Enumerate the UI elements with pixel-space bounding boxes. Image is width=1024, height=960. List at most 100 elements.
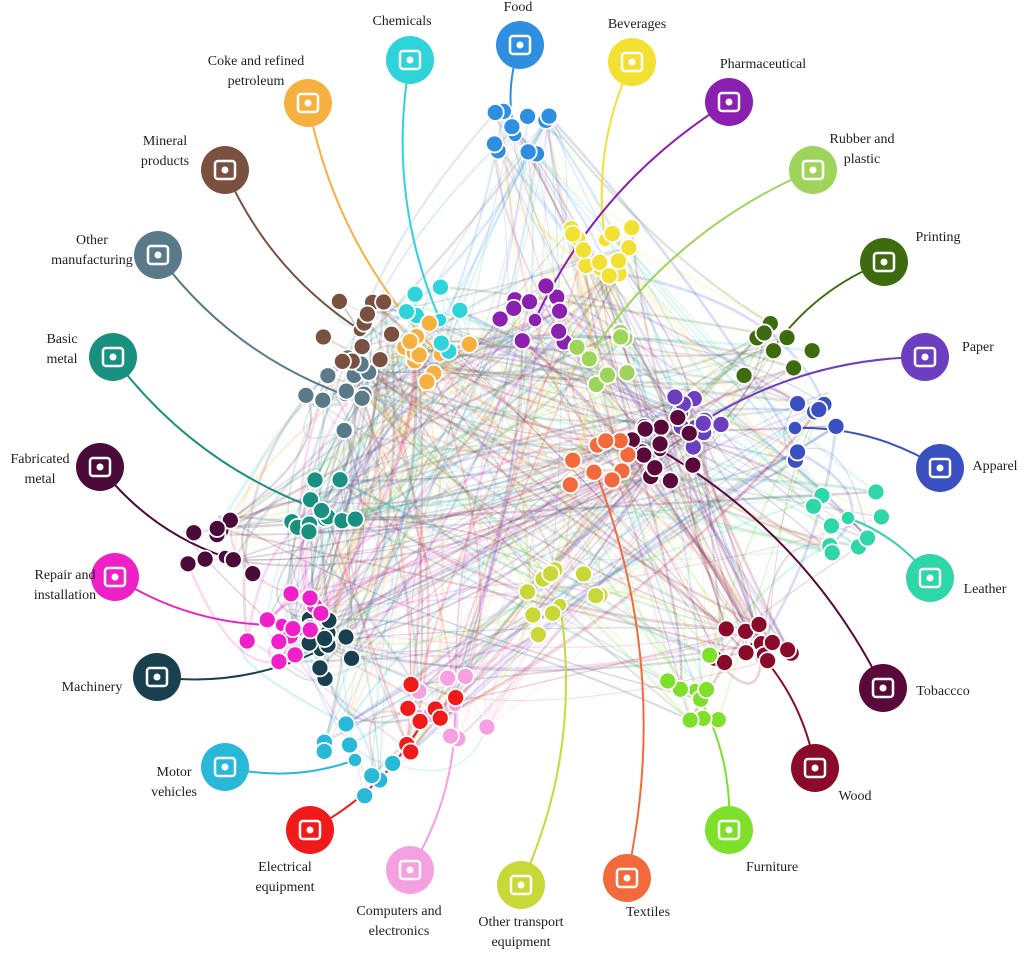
edge (360, 363, 711, 657)
edge (502, 110, 747, 653)
icon-glyph-dot (936, 464, 944, 472)
edge (548, 118, 568, 298)
edge (459, 309, 621, 442)
edge (345, 323, 431, 725)
edge (339, 310, 560, 481)
category-label: Beverages (608, 17, 666, 32)
node-dot (340, 735, 359, 755)
icon-glyph-dot (921, 353, 929, 361)
edge (295, 228, 572, 630)
edge (409, 340, 796, 462)
edge (186, 563, 280, 664)
node-dot (596, 431, 616, 451)
edge (326, 343, 471, 646)
edge (193, 517, 556, 571)
icon-glyph-dot (221, 763, 229, 771)
edge (551, 275, 610, 614)
edge (595, 592, 711, 656)
edge (355, 308, 515, 520)
icon-glyph-dot (811, 764, 819, 772)
node-dot (410, 711, 430, 731)
node-dot (450, 300, 470, 320)
category-label: metal (24, 472, 55, 487)
category-label: Apparel (972, 459, 1017, 474)
category-label: equipment (255, 880, 314, 895)
icon-glyph-dot (221, 166, 229, 174)
edge (324, 479, 671, 520)
node-dot (336, 714, 356, 734)
icon-glyph-dot (406, 866, 414, 874)
node-dot (409, 345, 429, 365)
node-dot (312, 501, 331, 520)
edge (363, 353, 608, 395)
node-dot (822, 516, 841, 536)
edge (320, 346, 363, 614)
icon-glyph-dot (628, 58, 636, 66)
edge (548, 115, 799, 453)
node-dot (784, 358, 804, 378)
node-dot (315, 629, 334, 648)
edge (531, 585, 727, 630)
edge (521, 339, 764, 657)
edge (340, 333, 404, 481)
node-dot (650, 434, 670, 454)
edge (368, 371, 679, 419)
edge (391, 333, 774, 357)
edge (325, 494, 823, 520)
edge (295, 440, 607, 631)
category-label: Chemicals (372, 14, 431, 29)
node-dot (305, 470, 325, 490)
category-label: Textiles (626, 905, 670, 920)
node-dot (336, 627, 356, 647)
node-dot (455, 666, 475, 686)
node-dot (804, 496, 823, 516)
leader-line (600, 61, 633, 241)
node-dot (574, 240, 593, 260)
edge (493, 143, 560, 332)
node-dot (871, 507, 891, 527)
edge (353, 374, 789, 652)
edge (414, 286, 463, 363)
node-dot (300, 588, 320, 608)
leader-line (659, 449, 884, 689)
node-dot (459, 334, 479, 354)
edge (406, 578, 544, 746)
edge (351, 444, 598, 659)
node-dot (441, 726, 460, 746)
node-dot (223, 550, 243, 570)
edge (216, 331, 622, 536)
node-dot (520, 292, 539, 312)
edge (233, 475, 652, 567)
edge (526, 273, 620, 593)
edge (521, 340, 716, 659)
edge (363, 393, 554, 615)
icon-glyph-dot (96, 463, 104, 471)
category-label: Basic (46, 332, 77, 347)
edge (205, 439, 633, 561)
edge (345, 630, 746, 725)
edge (327, 151, 529, 634)
node-dot (809, 400, 829, 419)
edge (323, 119, 549, 752)
edge (291, 479, 613, 595)
node-dot (310, 658, 330, 678)
category-label: Coke and refined (208, 54, 304, 69)
icon-glyph (717, 819, 741, 841)
edge (363, 393, 692, 722)
node-dot (431, 277, 450, 297)
node-dot (438, 668, 458, 688)
category-label: equipment (491, 935, 550, 950)
category-label: Other (76, 233, 108, 248)
node-dot (715, 653, 734, 672)
node-dot (788, 394, 807, 414)
edge (464, 594, 597, 678)
edge (392, 726, 488, 772)
node-dot (602, 470, 622, 490)
node-dot (586, 586, 606, 606)
edge (631, 439, 683, 690)
edge (599, 446, 695, 596)
node-dot (549, 321, 569, 341)
edge (598, 261, 882, 518)
